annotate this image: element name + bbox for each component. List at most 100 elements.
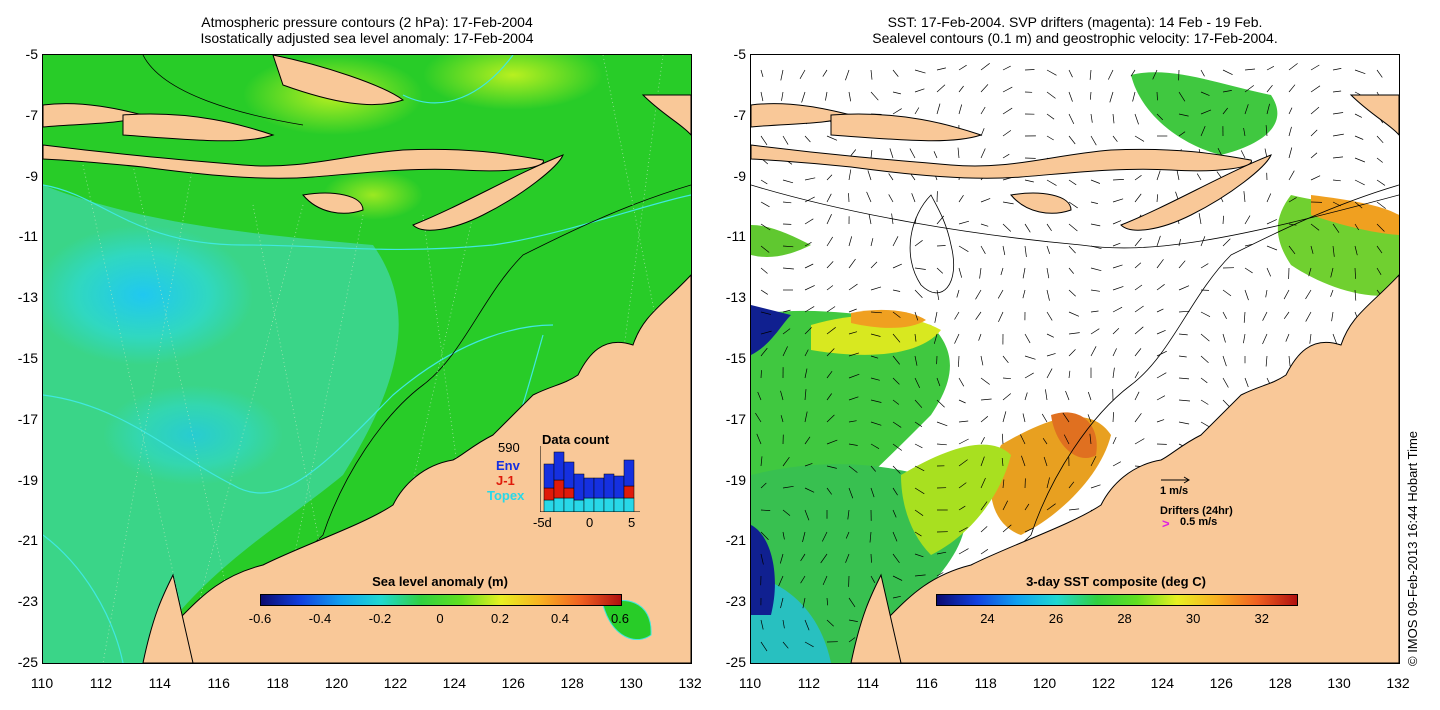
velocity-arrow xyxy=(978,333,982,341)
velocity-arrow xyxy=(1134,438,1145,445)
velocity-arrow xyxy=(914,443,923,449)
histogram-bar xyxy=(623,459,635,487)
sst-orange-warm xyxy=(851,309,926,328)
right-colorbar-tick: 32 xyxy=(1254,611,1269,626)
velocity-arrow xyxy=(1024,503,1030,511)
velocity-arrow xyxy=(958,104,963,115)
velocity-arrow xyxy=(1046,113,1055,120)
velocity-arrow xyxy=(760,347,768,357)
velocity-arrow xyxy=(892,443,903,451)
velocity-arrow xyxy=(800,553,806,562)
velocity-arrow xyxy=(1002,130,1012,137)
velocity-arrow xyxy=(782,328,791,335)
velocity-arrow xyxy=(1354,157,1366,163)
velocity-arrow xyxy=(1178,377,1190,380)
velocity-arrow xyxy=(1156,235,1161,247)
left-lat-tick: -17 xyxy=(17,410,38,427)
velocity-arrow xyxy=(954,333,960,344)
histogram-bar xyxy=(543,499,555,512)
velocity-arrow xyxy=(1002,524,1012,533)
velocity-arrow xyxy=(780,597,784,609)
sst-dark-blue-cloud-edge xyxy=(751,305,791,615)
velocity-arrow xyxy=(1266,84,1273,93)
velocity-arrow xyxy=(1063,434,1070,445)
velocity-arrow xyxy=(909,148,916,159)
velocity-arrow xyxy=(804,263,814,269)
velocity-arrow xyxy=(825,91,828,101)
velocity-arrow xyxy=(1283,289,1290,300)
velocity-arrow xyxy=(980,501,988,511)
hist-tick-left: -5d xyxy=(533,515,552,530)
velocity-arrow xyxy=(1178,355,1187,358)
velocity-arrow xyxy=(958,420,969,423)
velocity-arrow xyxy=(760,456,763,467)
velocity-arrow xyxy=(1156,91,1158,101)
velocity-arrow xyxy=(755,412,762,423)
velocity-arrow xyxy=(780,69,784,81)
velocity-arrow xyxy=(1266,267,1272,277)
right-colorbar-tick: 30 xyxy=(1185,611,1201,626)
drifter-marker: > xyxy=(1162,516,1170,531)
velocity-arrow xyxy=(1178,238,1181,247)
sst-southeast-hot xyxy=(1051,412,1097,459)
velocity-arrow xyxy=(1332,90,1342,93)
velocity-arrow xyxy=(1376,135,1384,144)
right-lon-tick: 130 xyxy=(1327,675,1351,691)
histogram-bar xyxy=(603,473,615,499)
velocity-arrow xyxy=(1200,125,1206,137)
velocity-arrow xyxy=(826,193,832,203)
velocity-arrow xyxy=(782,179,794,184)
left-lon-tick: 128 xyxy=(560,675,584,691)
velocity-arrow xyxy=(914,333,917,342)
left-lon-tick: 126 xyxy=(501,675,525,691)
histogram-bar xyxy=(563,497,575,512)
sealevel-contour-1 xyxy=(751,184,1399,249)
velocity-arrow xyxy=(914,531,922,537)
velocity-arrow xyxy=(975,311,982,320)
velocity-arrow xyxy=(958,438,969,445)
velocity-arrow xyxy=(1000,267,1004,276)
australia-landmass xyxy=(147,274,691,663)
hist-tick-mid: 0 xyxy=(586,515,594,530)
velocity-arrow xyxy=(804,389,807,401)
velocity-arrow xyxy=(804,327,812,335)
velocity-arrow xyxy=(826,306,836,313)
velocity-arrow xyxy=(1243,333,1246,344)
velocity-arrow xyxy=(826,370,833,379)
velocity-arrow xyxy=(1243,127,1246,137)
velocity-arrow xyxy=(892,465,901,474)
velocity-arrow xyxy=(892,421,902,428)
right-colorbar-tick: 28 xyxy=(1117,611,1132,626)
velocity-arrow xyxy=(1065,390,1070,401)
velocity-arrow xyxy=(800,575,806,584)
velocity-arrow xyxy=(1068,135,1076,145)
velocity-arrow xyxy=(1288,245,1296,255)
velocity-arrow xyxy=(1112,412,1114,423)
velocity-arrow xyxy=(1244,377,1249,388)
velocity-arrow xyxy=(1354,179,1365,186)
velocity-arrow xyxy=(870,238,874,247)
velocity-arrow xyxy=(980,398,992,401)
velocity-arrow xyxy=(958,527,968,533)
velocity-arrow xyxy=(870,553,872,563)
velocity-arrow xyxy=(892,333,901,343)
velocity-arrow xyxy=(980,456,985,467)
velocity-arrow xyxy=(1134,284,1143,291)
velocity-arrow xyxy=(1130,69,1136,77)
velocity-arrow xyxy=(826,414,835,423)
velocity-arrow xyxy=(914,289,923,298)
right-lat-tick: -21 xyxy=(725,532,746,549)
right-lat-tick: -25 xyxy=(725,654,746,670)
sea-level-anomaly-map xyxy=(43,55,691,663)
pressure-contour-3 xyxy=(402,55,514,104)
velocity-arrow xyxy=(914,69,926,74)
velocity-arrow xyxy=(979,267,982,279)
pressure-contour-2 xyxy=(43,324,554,494)
velocity-arrow xyxy=(1022,289,1026,299)
left-lon-tick: 120 xyxy=(324,675,349,691)
velocity-arrow xyxy=(848,331,858,335)
velocity-arrow xyxy=(1266,245,1278,251)
velocity-scale-label: 1 m/s xyxy=(1160,485,1189,497)
sumba-island-right xyxy=(1010,192,1072,214)
velocity-arrow xyxy=(1376,157,1383,163)
